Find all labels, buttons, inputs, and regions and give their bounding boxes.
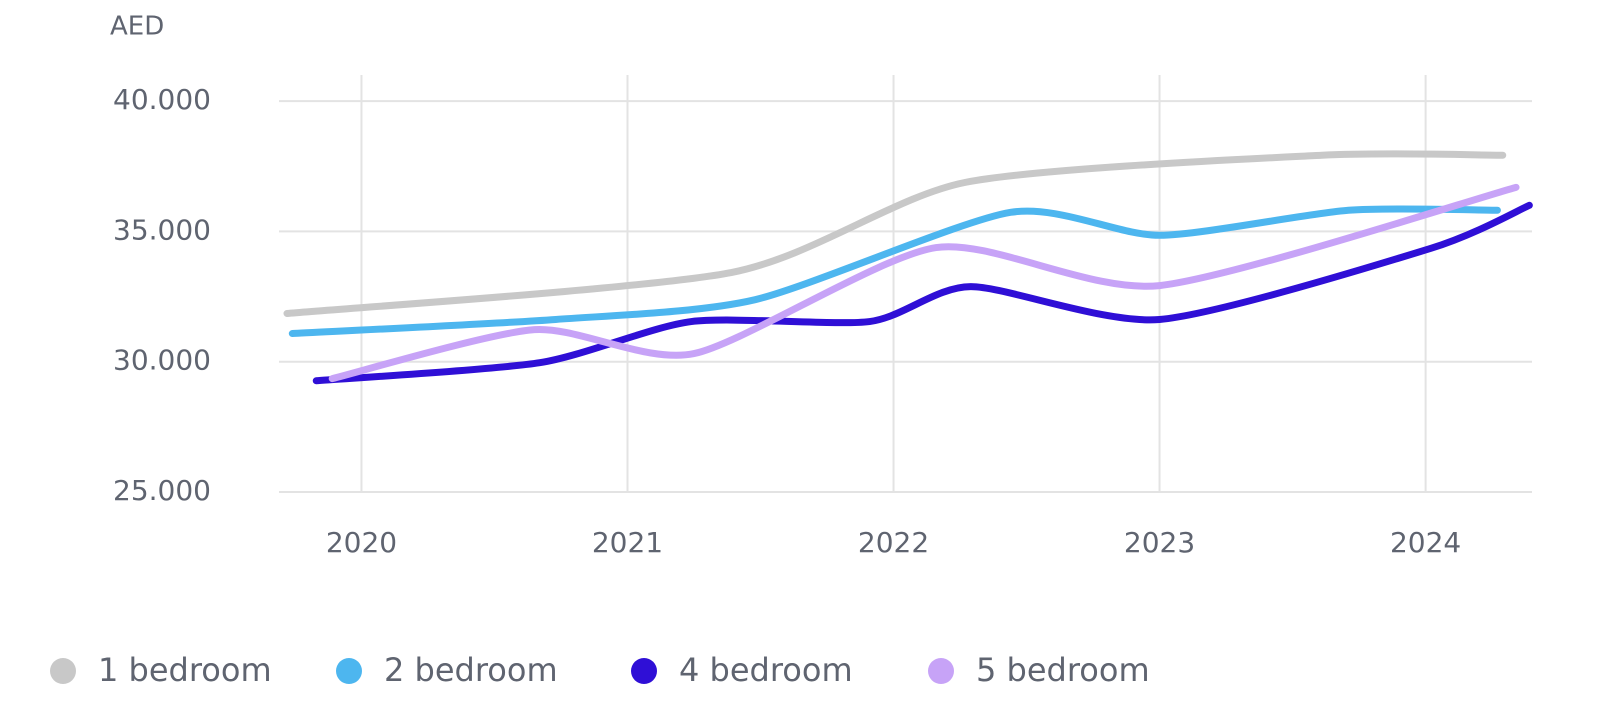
y-tick-label: 40.000 [113,83,211,116]
legend-swatch [336,658,362,684]
line [328,183,1520,383]
x-tick-label: 2021 [592,526,663,559]
x-tick-label: 2023 [1124,526,1195,559]
y-tick-label: 35.000 [113,213,211,246]
x-tick-label: 2024 [1390,526,1461,559]
legend-swatch [928,658,954,684]
legend-label: 4 bedroom [679,651,853,689]
y-tick-label: 30.000 [113,344,211,377]
x-tick-label: 2022 [858,526,929,559]
legend-label: 5 bedroom [976,651,1150,689]
line [283,150,1507,317]
legend-label: 1 bedroom [98,651,272,689]
legend-swatch [50,658,76,684]
x-tick-label: 2020 [326,526,397,559]
y-tick-label: 25.000 [113,474,211,507]
y-unit: AED [110,12,164,42]
line [312,201,1533,385]
legend-swatch [631,658,657,684]
legend-label: 2 bedroom [384,651,558,689]
line [288,205,1501,338]
